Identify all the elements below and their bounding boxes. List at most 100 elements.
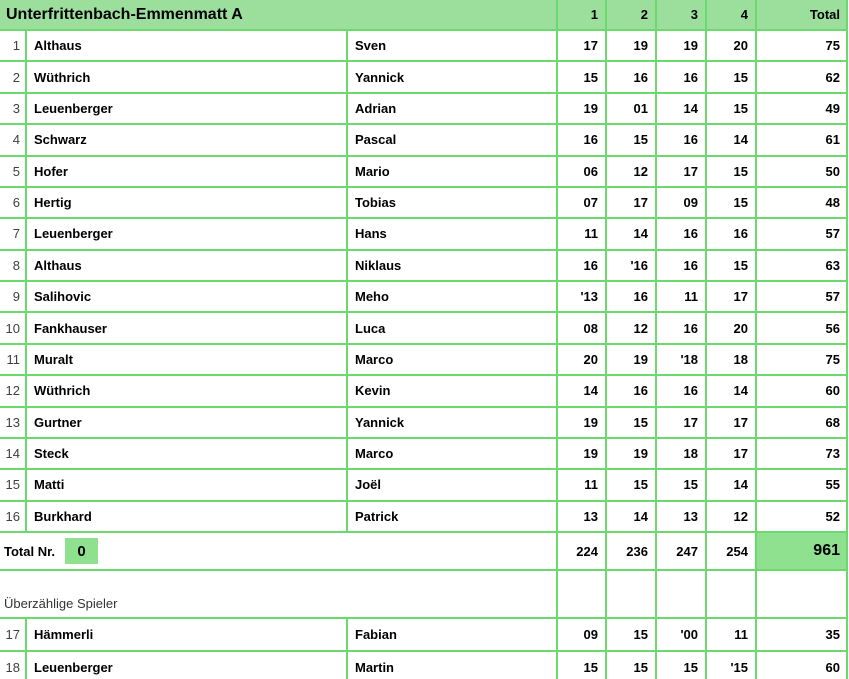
- extra-player-rows: 17 Hämmerli Fabian 09 15 '00 11 35 18 Le…: [0, 619, 849, 679]
- score-round-3: 09: [657, 187, 707, 218]
- player-number: 12: [0, 376, 27, 406]
- totals-row: Total Nr. 0 224 236 247 254 961: [0, 533, 848, 571]
- score-round-1: '13: [558, 282, 607, 312]
- score-round-1: 19: [558, 93, 607, 124]
- player-total: 68: [757, 407, 848, 437]
- player-number: 7: [0, 219, 27, 249]
- player-number: 5: [0, 156, 27, 186]
- score-round-4: 17: [707, 407, 757, 437]
- score-round-3: 17: [657, 407, 707, 437]
- score-round-1: 08: [558, 313, 607, 343]
- player-firstname: Martin: [348, 652, 558, 679]
- column-header-round-3: 3: [657, 0, 707, 29]
- player-number: 17: [0, 619, 27, 650]
- extra-empty-round-1: [558, 571, 607, 617]
- player-lastname: Salihovic: [27, 282, 348, 312]
- score-round-4: 15: [707, 156, 757, 186]
- totals-round-4: 254: [707, 533, 757, 569]
- player-lastname: Leuenberger: [27, 219, 348, 249]
- player-total: 75: [757, 31, 848, 61]
- player-number: 9: [0, 282, 27, 312]
- player-lastname: Schwarz: [27, 125, 348, 155]
- player-total: 49: [757, 93, 848, 124]
- player-firstname: Mario: [348, 156, 558, 186]
- player-number: 16: [0, 501, 27, 531]
- totals-label-cell: Total Nr. 0: [0, 533, 558, 569]
- score-round-1: 15: [558, 62, 607, 92]
- player-row: 17 Hämmerli Fabian 09 15 '00 11 35: [0, 619, 848, 652]
- player-firstname: Yannick: [348, 407, 558, 437]
- score-round-2: 17: [607, 187, 657, 218]
- player-firstname: Patrick: [348, 501, 558, 531]
- player-number: 8: [0, 250, 27, 280]
- score-round-3: '00: [657, 619, 707, 650]
- player-firstname: Pascal: [348, 125, 558, 155]
- score-round-3: 15: [657, 652, 707, 679]
- player-firstname: Tobias: [348, 187, 558, 218]
- player-firstname: Hans: [348, 219, 558, 249]
- totals-round-1: 224: [558, 533, 607, 569]
- score-round-1: 07: [558, 187, 607, 218]
- score-round-1: 11: [558, 219, 607, 249]
- player-total: 60: [757, 652, 848, 679]
- score-round-1: 15: [558, 652, 607, 679]
- score-round-4: 15: [707, 187, 757, 218]
- player-firstname: Adrian: [348, 93, 558, 124]
- player-number: 6: [0, 187, 27, 218]
- score-round-1: 16: [558, 125, 607, 155]
- score-round-2: '16: [607, 250, 657, 280]
- score-round-1: 19: [558, 407, 607, 437]
- player-firstname: Marco: [348, 344, 558, 375]
- score-round-1: 17: [558, 31, 607, 61]
- score-round-1: 11: [558, 470, 607, 500]
- score-round-1: 09: [558, 619, 607, 650]
- totals-label: Total Nr.: [4, 543, 56, 559]
- player-lastname: Hofer: [27, 156, 348, 186]
- player-lastname: Hämmerli: [27, 619, 348, 650]
- score-round-4: 14: [707, 470, 757, 500]
- score-round-3: 15: [657, 470, 707, 500]
- player-row: 13 Gurtner Yannick 19 15 17 17 68: [0, 407, 848, 439]
- player-number: 11: [0, 344, 27, 375]
- score-round-3: 16: [657, 313, 707, 343]
- player-row: 16 Burkhard Patrick 13 14 13 12 52: [0, 501, 848, 533]
- player-row: 4 Schwarz Pascal 16 15 16 14 61: [0, 125, 848, 157]
- player-firstname: Kevin: [348, 376, 558, 406]
- score-round-1: 19: [558, 438, 607, 469]
- score-round-1: 13: [558, 501, 607, 531]
- score-round-4: 15: [707, 250, 757, 280]
- player-rows: 1 Althaus Sven 17 19 19 20 75 2 Wüthrich…: [0, 31, 849, 533]
- column-header-total: Total: [757, 0, 848, 29]
- player-firstname: Fabian: [348, 619, 558, 650]
- player-number: 2: [0, 62, 27, 92]
- column-header-round-1: 1: [558, 0, 607, 29]
- player-firstname: Sven: [348, 31, 558, 61]
- player-firstname: Meho: [348, 282, 558, 312]
- extra-section-row: Überzählige Spieler: [0, 571, 848, 619]
- totals-round-2: 236: [607, 533, 657, 569]
- player-number: 18: [0, 652, 27, 679]
- player-number: 4: [0, 125, 27, 155]
- player-lastname: Wüthrich: [27, 376, 348, 406]
- player-firstname: Marco: [348, 438, 558, 469]
- player-total: 60: [757, 376, 848, 406]
- player-row: 5 Hofer Mario 06 12 17 15 50: [0, 156, 848, 188]
- score-round-4: '15: [707, 652, 757, 679]
- player-row: 12 Wüthrich Kevin 14 16 16 14 60: [0, 376, 848, 408]
- score-round-2: 12: [607, 313, 657, 343]
- player-total: 57: [757, 282, 848, 312]
- totals-round-3: 247: [657, 533, 707, 569]
- player-lastname: Leuenberger: [27, 652, 348, 679]
- score-round-2: 16: [607, 62, 657, 92]
- player-row: 7 Leuenberger Hans 11 14 16 16 57: [0, 219, 848, 251]
- score-round-2: 14: [607, 501, 657, 531]
- player-row: 3 Leuenberger Adrian 19 01 14 15 49: [0, 93, 848, 126]
- score-round-4: 18: [707, 344, 757, 375]
- player-row: 1 Althaus Sven 17 19 19 20 75: [0, 31, 848, 63]
- player-total: 61: [757, 125, 848, 155]
- player-lastname: Matti: [27, 470, 348, 500]
- player-row: 11 Muralt Marco 20 19 '18 18 75: [0, 344, 848, 377]
- player-number: 14: [0, 438, 27, 469]
- score-round-1: 16: [558, 250, 607, 280]
- player-number: 15: [0, 470, 27, 500]
